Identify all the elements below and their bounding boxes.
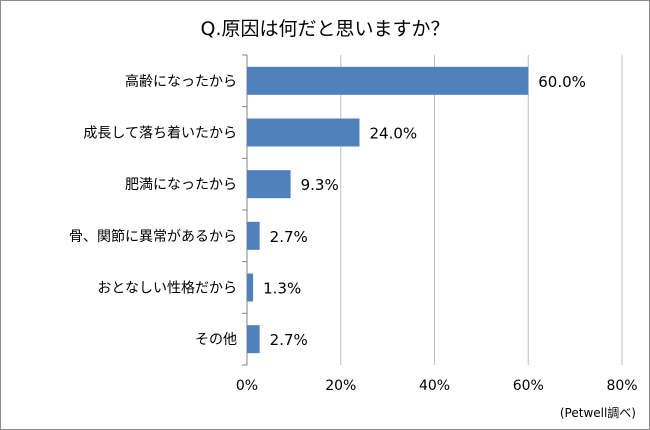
data-label: 60.0% [538,73,586,91]
category-label: 肥満になったから [125,177,237,193]
x-tick-label: 0% [236,378,258,394]
bar [247,325,260,354]
data-label: 1.3% [263,280,301,298]
bar [247,221,260,250]
x-tick-label: 60% [513,378,544,394]
category-label: その他 [195,332,237,348]
x-tick-label: 20% [325,378,356,394]
category-label: おとなしい性格だから [97,281,237,297]
bar [247,118,360,147]
bar [247,66,529,95]
x-tick-label: 40% [419,378,450,394]
x-tick-label: 80% [606,378,637,394]
bar [247,273,254,302]
source-note: (Petwell調べ) [559,406,636,420]
data-label: 24.0% [370,125,418,143]
data-label: 2.7% [270,228,308,246]
data-label: 2.7% [270,331,308,349]
category-label: 成長して落ち着いたから [83,126,237,142]
chart-title: Q.原因は何だと思いますか？ [200,18,450,40]
category-label: 高齢になったから [125,73,237,90]
bar [247,170,291,199]
category-label: 骨、関節に異常があるから [69,228,237,245]
data-label: 9.3% [301,176,339,194]
